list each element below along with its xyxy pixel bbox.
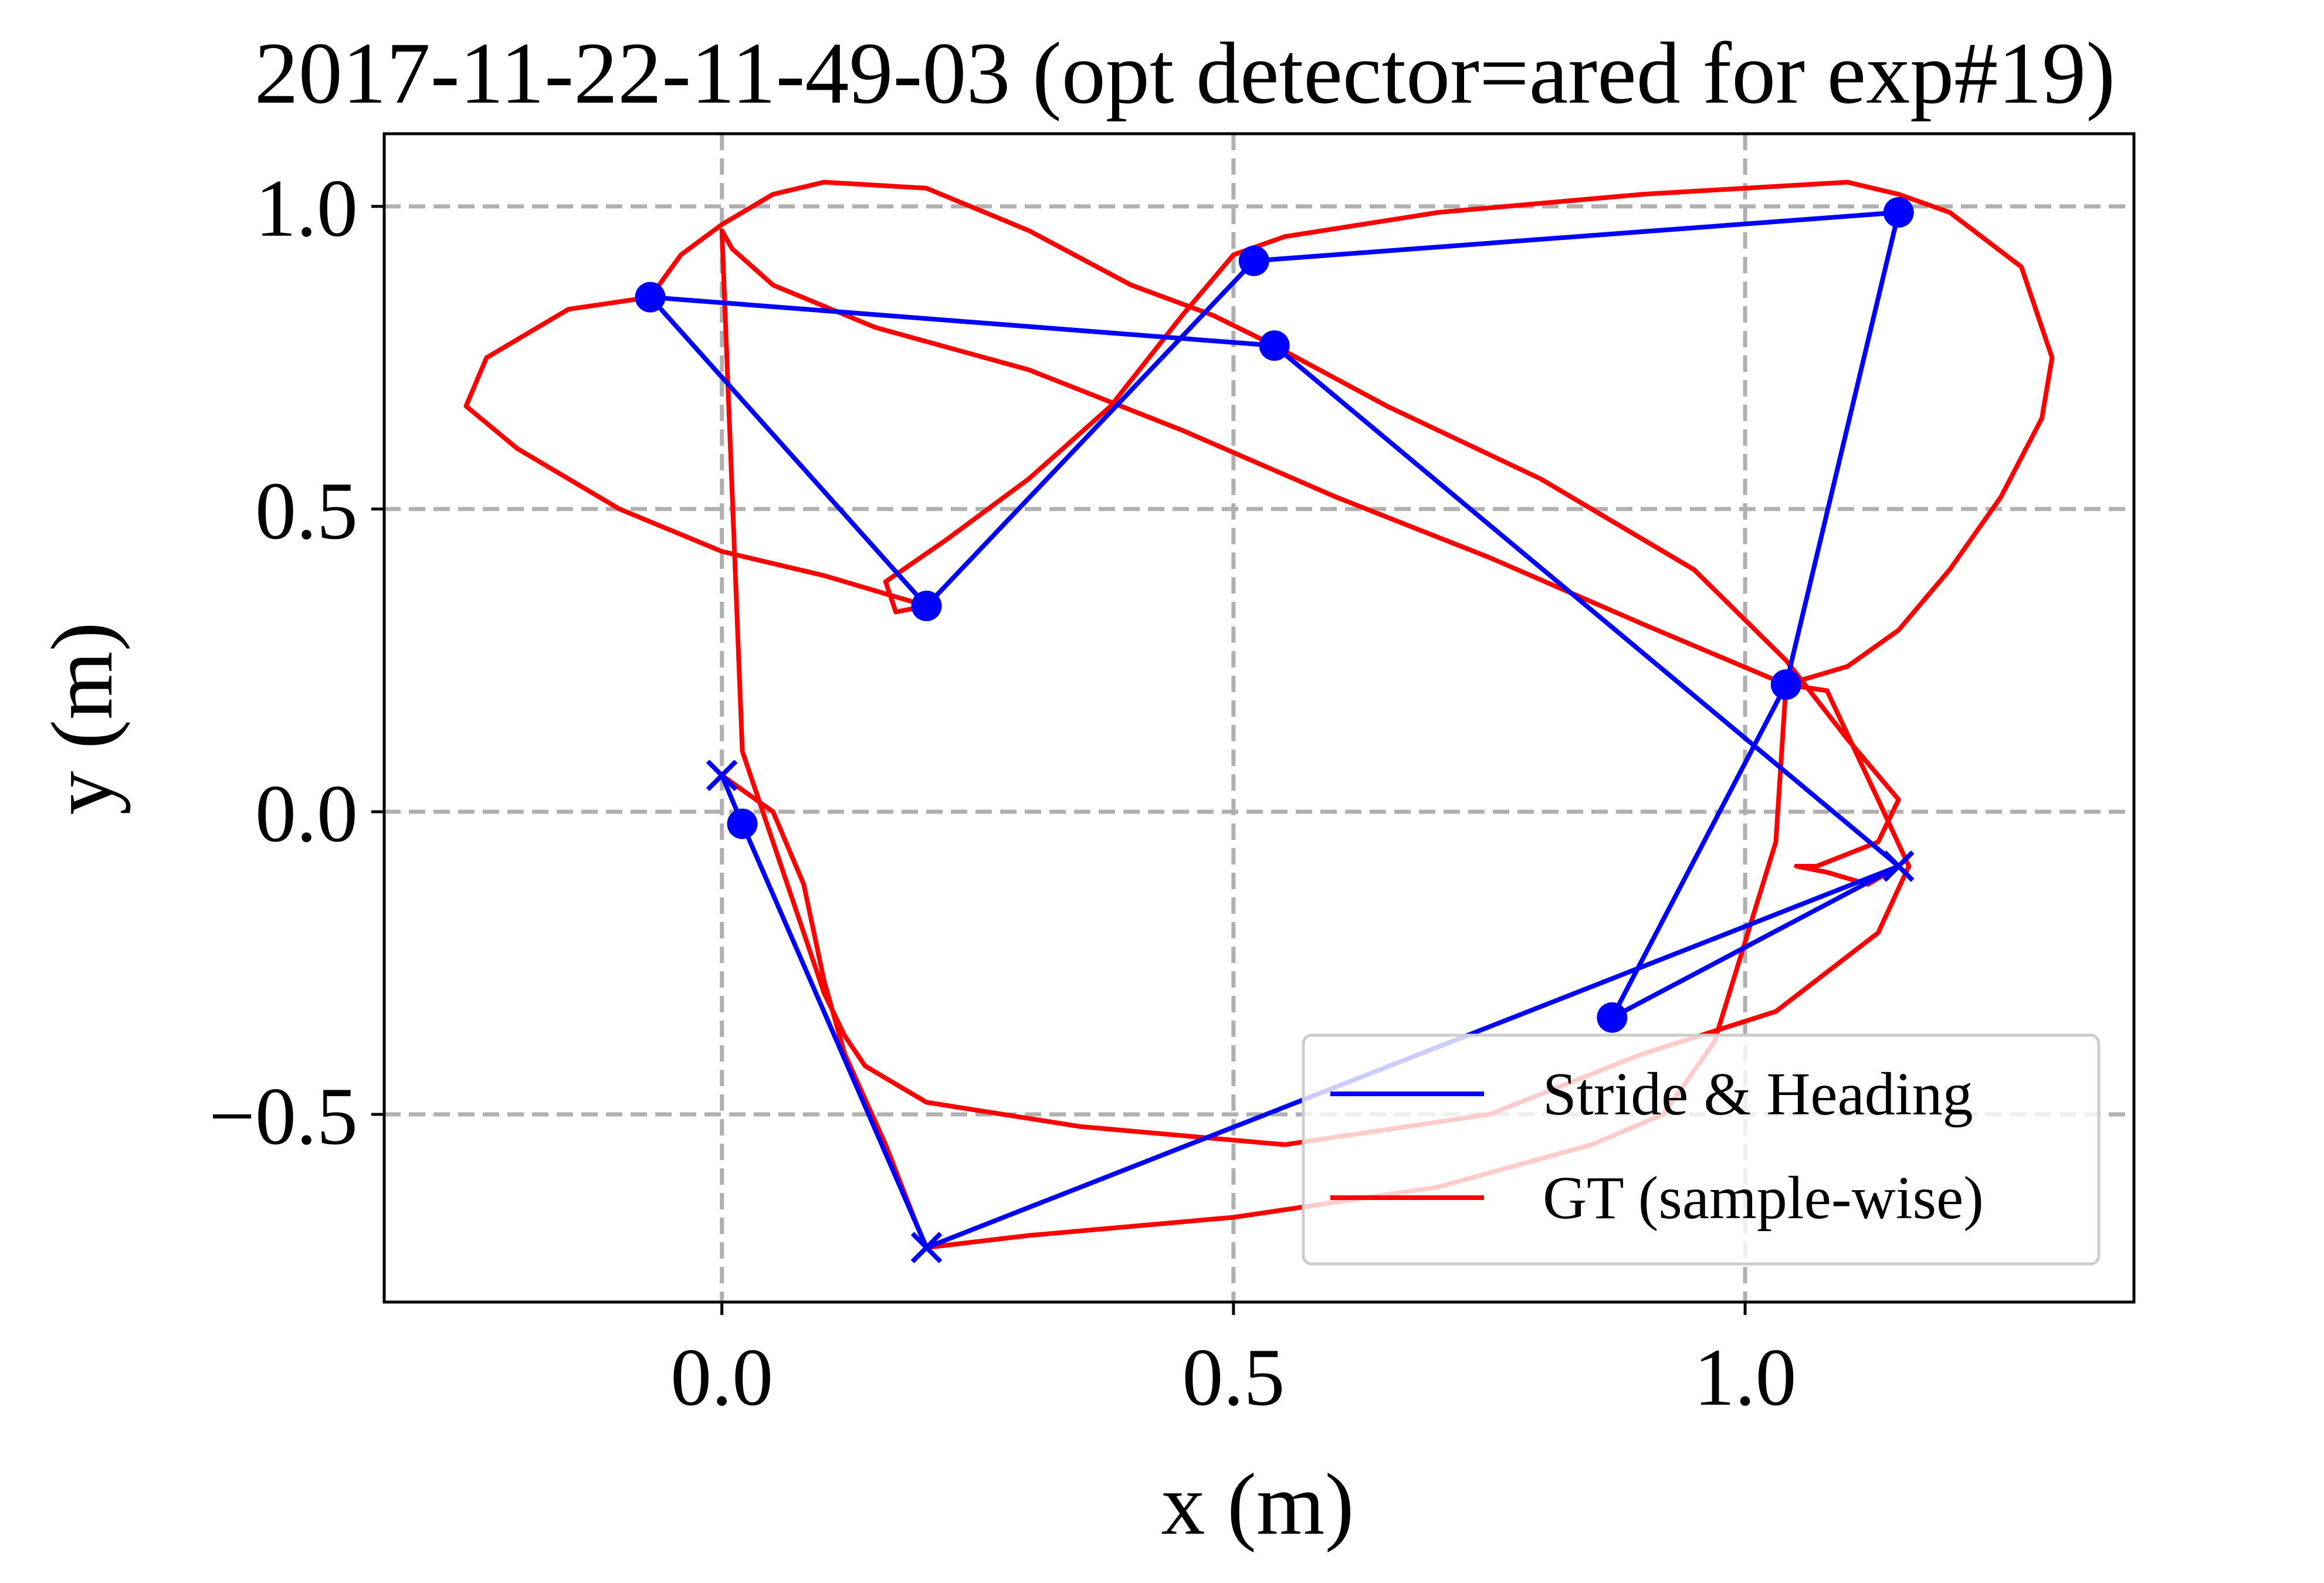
stride-point-marker	[1259, 330, 1290, 361]
legend-label-stride: Stride & Heading	[1543, 1060, 1973, 1128]
legend-box	[1302, 1033, 2101, 1266]
legend: Stride & Heading GT (sample-wise)	[1302, 1033, 2101, 1266]
stride-point-marker	[1597, 1002, 1628, 1033]
stride-x-marker	[1882, 850, 1915, 882]
axis-ticks: 0.0 0.5 1.0 1.0 0.5 0.0 −0.5	[209, 163, 1797, 1423]
plot-frame	[382, 132, 2136, 1304]
plot-area	[463, 179, 2055, 1263]
stride-point-marker	[1770, 669, 1801, 700]
y-tick-label: 0.5	[255, 466, 358, 557]
y-tick-label: 1.0	[255, 163, 358, 254]
series-line-stride	[648, 210, 1901, 1250]
stride-x-marker	[706, 760, 738, 791]
chart-title: 2017-11-22-11-49-03 (opt detector=ared f…	[255, 25, 2115, 122]
x-axis-label: x (m)	[1161, 1456, 1354, 1553]
y-tick-label: −0.5	[209, 1071, 358, 1162]
stride-point-marker	[911, 591, 942, 622]
x-tick-label: 0.5	[1182, 1332, 1285, 1423]
legend-label-gt: GT (sample-wise)	[1543, 1164, 1984, 1232]
stride-point-marker	[1238, 245, 1269, 276]
y-tick-label: 0.0	[255, 768, 358, 859]
series-line-gt	[463, 179, 2055, 1250]
x-tick-label: 1.0	[1694, 1332, 1797, 1423]
y-axis-label: y (m)	[33, 622, 131, 815]
stride-x-marker	[910, 1232, 943, 1263]
stride-point-marker	[635, 282, 666, 313]
x-tick-label: 0.0	[670, 1332, 773, 1423]
stride-point-marker	[727, 808, 758, 839]
stride-point-marker	[1883, 197, 1914, 228]
